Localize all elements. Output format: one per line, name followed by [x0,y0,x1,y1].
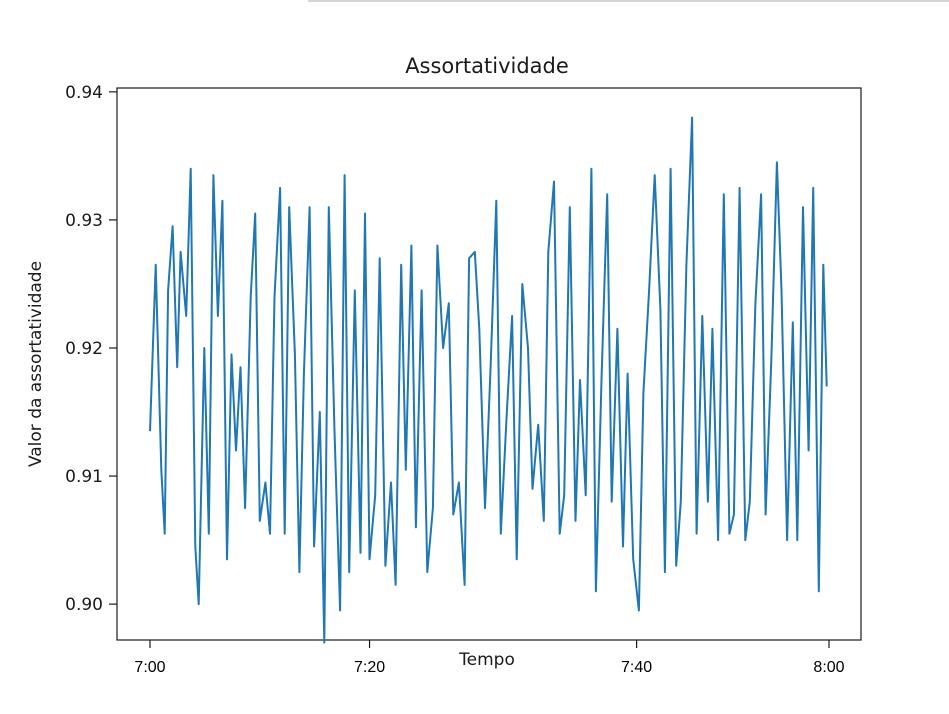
y-tick-label: 0.90 [65,595,103,615]
chart-title: Assortatividade [405,54,569,78]
x-tick-label: 7:40 [621,659,652,676]
x-axis-label: Tempo [458,650,515,670]
y-tick-label: 0.93 [65,211,103,231]
y-axis-ticks: 0.90 0.91 0.92 0.93 0.94 [65,83,117,615]
x-tick-label: 8:00 [813,659,844,676]
x-tick-label: 7:00 [134,659,165,676]
x-axis-ticks: 7:00 7:20 7:40 8:00 [134,640,845,676]
top-divider [308,0,949,2]
y-axis-label: Valor da assortatividade [26,261,46,467]
y-tick-label: 0.92 [65,339,103,359]
y-tick-label: 0.94 [65,83,103,103]
x-tick-label: 7:20 [354,659,385,676]
series-line-assortatividade [149,116,828,644]
series-layer [149,116,828,644]
plot-area-frame [116,87,862,641]
y-tick-label: 0.91 [65,467,103,487]
